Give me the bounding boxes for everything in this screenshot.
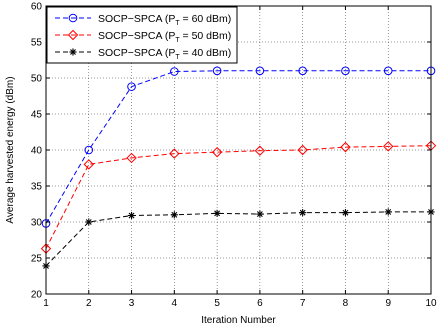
series-1-point xyxy=(170,67,179,76)
marker-stroke xyxy=(299,209,306,216)
series-1-point xyxy=(212,66,222,76)
series-1-point xyxy=(127,82,136,91)
legend-marker-1 xyxy=(68,13,78,23)
y-tick-label: 35 xyxy=(31,182,43,193)
x-tick-label: 1 xyxy=(43,298,49,309)
series-2-point xyxy=(126,152,137,164)
legend-marker-2 xyxy=(67,29,79,41)
legend-label-subscript: T xyxy=(175,20,180,27)
series-1-point xyxy=(255,66,265,76)
marker-stroke xyxy=(85,219,92,225)
y-tick-label: 45 xyxy=(31,110,43,121)
series-3-point xyxy=(127,211,136,220)
marker-stroke xyxy=(214,210,221,217)
y-tick-label: 60 xyxy=(31,2,43,13)
y-tick-label: 20 xyxy=(31,290,43,301)
legend-label-main: SOCP−SPCA (P xyxy=(98,47,175,59)
x-tick-label: 7 xyxy=(300,298,306,309)
legend-label-suffix: = 40 dBm) xyxy=(180,47,232,59)
marker-stroke xyxy=(342,209,349,216)
x-tick-label: 6 xyxy=(257,298,263,309)
y-tick-label: 25 xyxy=(31,254,43,265)
series-2-point xyxy=(211,146,223,158)
legend-box xyxy=(46,6,238,64)
marker-stroke xyxy=(385,208,392,215)
legend-label-2: SOCP−SPCA (PT = 50 dBm) xyxy=(98,30,231,44)
legend-label-main: SOCP−SPCA (P xyxy=(98,30,175,42)
y-tick-label: 30 xyxy=(31,218,43,229)
series-lines xyxy=(40,66,437,270)
series-2-point xyxy=(83,159,94,170)
x-tick-label: 2 xyxy=(86,298,92,309)
series-2-point xyxy=(297,144,308,156)
marker-stroke xyxy=(256,211,263,218)
x-tick-label: 4 xyxy=(172,298,178,309)
x-axis-title: Iteration Number xyxy=(201,315,276,326)
legend-marker-3 xyxy=(69,48,77,56)
x-tick-label: 5 xyxy=(214,298,220,309)
legend-label-subscript: T xyxy=(175,54,180,61)
series-3-point xyxy=(213,209,221,217)
series-2-point xyxy=(340,141,351,153)
series-1-point xyxy=(341,66,350,76)
y-tick-label: 50 xyxy=(31,74,43,85)
y-axis-title: Average harvested energy (dBm) xyxy=(5,76,16,223)
y-tick-label: 55 xyxy=(31,38,43,49)
legend-label-suffix: = 50 dBm) xyxy=(180,30,232,42)
series-line-3 xyxy=(45,211,431,267)
legend-label-1: SOCP−SPCA (PT = 60 dBm) xyxy=(98,13,231,27)
x-tick-label: 10 xyxy=(425,298,437,309)
series-2-point xyxy=(383,141,394,152)
legend: SOCP−SPCA (PT = 60 dBm)SOCP−SPCA (PT = 5… xyxy=(46,6,238,64)
series-1-point xyxy=(298,66,307,76)
marker-stroke xyxy=(171,211,178,218)
series-line-2 xyxy=(45,145,432,249)
marker-stroke xyxy=(70,49,76,55)
y-tick-label: 40 xyxy=(31,146,43,157)
x-tick-label: 8 xyxy=(343,298,349,309)
legend-label-3: SOCP−SPCA (PT = 40 dBm) xyxy=(98,47,231,61)
series-1-point xyxy=(84,145,94,155)
marker-stroke xyxy=(128,212,135,219)
legend-label-main: SOCP−SPCA (P xyxy=(98,13,175,25)
series-2-point xyxy=(169,148,180,159)
series-3-point xyxy=(299,209,307,217)
series-line-1 xyxy=(45,70,431,224)
series-3-point xyxy=(85,218,93,226)
legend-label-subscript: T xyxy=(175,37,180,44)
series-3-point xyxy=(341,209,350,217)
series-3-point xyxy=(170,211,178,219)
series-3-point xyxy=(384,208,392,216)
series-2-point xyxy=(254,145,266,156)
series-3-point xyxy=(256,210,264,218)
legend-label-suffix: = 60 dBm) xyxy=(180,13,232,25)
x-tick-label: 9 xyxy=(385,298,391,309)
x-tick-label: 3 xyxy=(129,298,135,309)
series-1-point xyxy=(383,66,393,76)
